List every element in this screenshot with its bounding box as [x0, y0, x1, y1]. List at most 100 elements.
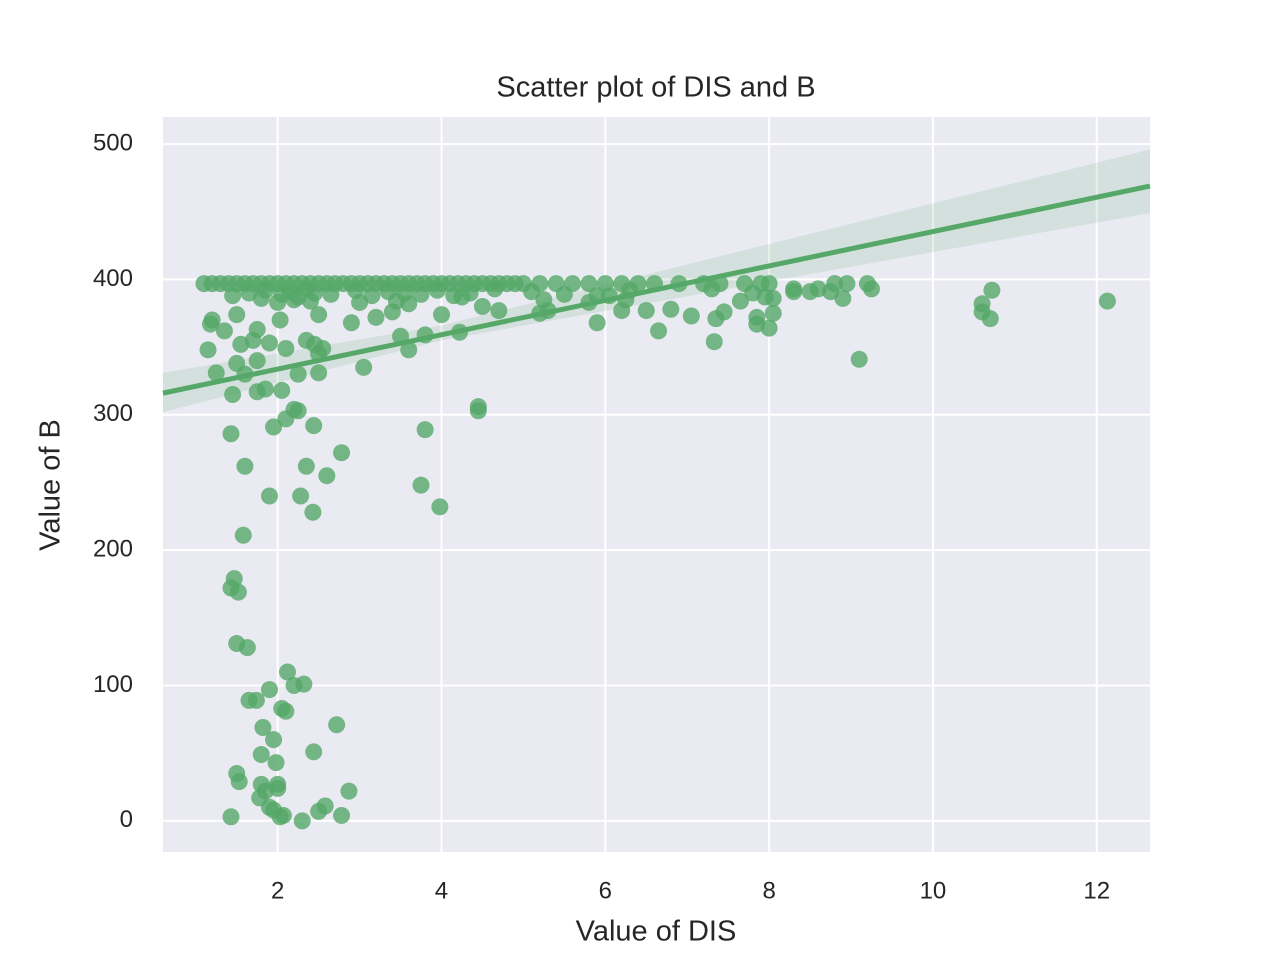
point — [760, 275, 778, 293]
point — [203, 311, 221, 329]
point — [277, 339, 295, 357]
point — [351, 293, 369, 311]
point — [983, 281, 1001, 299]
point — [285, 291, 303, 309]
point — [199, 341, 217, 359]
point — [295, 675, 313, 693]
x-tick-label: 12 — [1083, 877, 1110, 904]
point — [297, 457, 315, 475]
point — [650, 322, 668, 340]
point — [314, 339, 332, 357]
y-tick-label: 300 — [93, 400, 133, 427]
x-tick-label: 6 — [599, 877, 612, 904]
point — [269, 293, 287, 311]
point — [555, 285, 573, 303]
point — [234, 526, 252, 544]
point — [490, 302, 508, 320]
point — [428, 281, 446, 299]
point — [256, 380, 274, 398]
point — [273, 381, 291, 399]
point — [304, 503, 322, 521]
point — [248, 352, 266, 370]
point — [260, 487, 278, 505]
y-tick-label: 500 — [93, 129, 133, 156]
point — [230, 773, 248, 791]
point — [289, 365, 307, 383]
point — [260, 681, 278, 699]
point — [333, 444, 351, 462]
point — [224, 287, 242, 305]
y-tick-label: 400 — [93, 265, 133, 292]
point — [247, 691, 265, 709]
point — [973, 295, 991, 313]
point — [228, 306, 246, 324]
point — [756, 288, 774, 306]
point — [252, 746, 270, 764]
point — [238, 639, 256, 657]
point — [340, 782, 358, 800]
point — [254, 718, 272, 736]
point — [289, 402, 307, 420]
point — [412, 285, 430, 303]
point — [310, 306, 328, 324]
point — [731, 292, 749, 310]
point — [432, 306, 450, 324]
point — [224, 385, 242, 403]
point — [850, 350, 868, 368]
point — [535, 291, 553, 309]
point — [637, 302, 655, 320]
regression-line — [162, 183, 1151, 396]
point — [292, 487, 310, 505]
point — [265, 731, 283, 749]
point — [367, 308, 385, 326]
point — [760, 319, 778, 337]
x-tick-label: 8 — [762, 877, 775, 904]
x-tick-label: 10 — [920, 877, 947, 904]
point — [355, 358, 373, 376]
point — [305, 743, 323, 761]
point — [785, 280, 803, 298]
point — [248, 321, 266, 339]
point — [269, 779, 287, 797]
point — [260, 334, 278, 352]
point — [469, 402, 487, 420]
point — [715, 303, 733, 321]
plot-area — [163, 117, 1150, 852]
point — [279, 663, 297, 681]
point — [271, 311, 289, 329]
point — [580, 275, 598, 293]
point — [473, 298, 491, 316]
point — [703, 280, 721, 298]
point — [342, 314, 360, 332]
point — [333, 806, 351, 824]
point — [412, 476, 430, 494]
point — [274, 806, 292, 824]
point — [387, 292, 405, 310]
point — [416, 421, 434, 439]
x-tick-label: 2 — [271, 877, 284, 904]
point — [222, 808, 240, 826]
point — [310, 364, 328, 382]
y-tick-label: 200 — [93, 535, 133, 562]
point — [764, 304, 782, 322]
point — [662, 300, 680, 318]
point — [322, 285, 340, 303]
point — [316, 797, 334, 815]
point — [229, 583, 247, 601]
chart-title: Scatter plot of DIS and B — [496, 72, 815, 104]
point — [265, 418, 283, 436]
point — [705, 333, 723, 351]
point — [236, 457, 254, 475]
point — [826, 275, 844, 293]
point — [222, 425, 240, 443]
point — [328, 716, 346, 734]
y-axis-label: Value of B — [35, 419, 67, 551]
point — [215, 322, 233, 340]
point — [305, 417, 323, 435]
point — [293, 812, 311, 830]
point — [863, 280, 881, 298]
point — [486, 280, 504, 298]
point — [1098, 292, 1116, 310]
x-tick-label: 4 — [435, 877, 448, 904]
